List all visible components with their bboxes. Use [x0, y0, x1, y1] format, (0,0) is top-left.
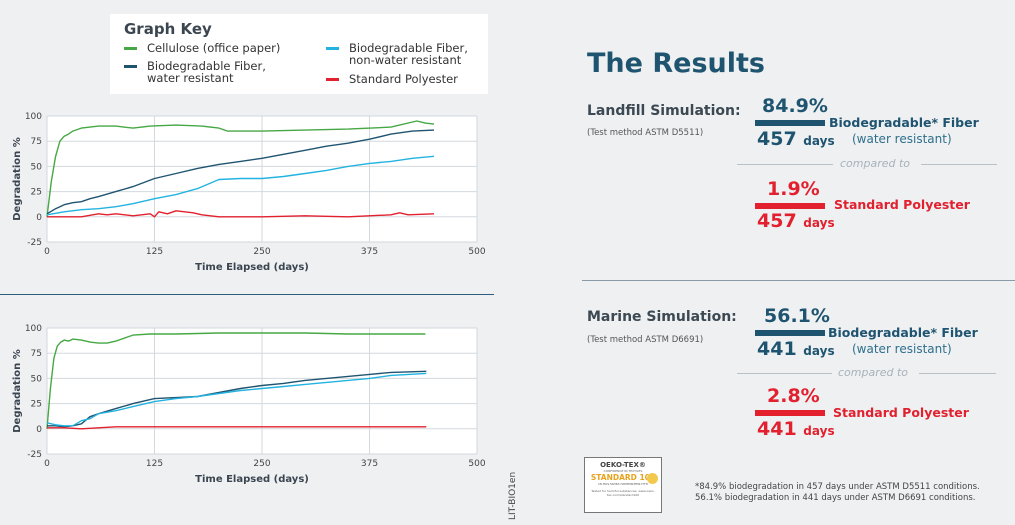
results-divider — [582, 280, 1015, 281]
marine-ytick-label: 50 — [31, 374, 43, 384]
landfill-fiber-sub: (water resistant) — [852, 132, 952, 146]
landfill-series-cellulose-line — [46, 120, 435, 217]
key-swatch-fiber-non-water-resistant — [326, 47, 339, 50]
key-item-fiber-non-water-resistant: Biodegradable Fiber, non-water resistant — [326, 42, 468, 66]
key-item-polyester: Standard Polyester — [326, 73, 458, 85]
marine-xtick-label: 250 — [253, 459, 270, 469]
results-title: The Results — [587, 48, 765, 79]
literature-code: LIT-BIO1en — [508, 471, 518, 520]
landfill-fiber-percent: 84.9% — [762, 95, 828, 117]
marine-fiber-percent: 56.1% — [764, 305, 830, 327]
marine-fiber-sub: (water resistant) — [852, 342, 952, 356]
key-label-fiber-non-water-resistant: Biodegradable Fiber, non-water resistant — [349, 41, 468, 67]
landfill-xtick-label: 500 — [468, 247, 485, 257]
marine-y-axis-title: Degradation % — [12, 349, 23, 433]
marine-xtick-label: 500 — [468, 459, 485, 469]
marine-ytick-label: -25 — [27, 450, 42, 460]
landfill-fiber-days: 457 days — [757, 128, 835, 150]
landfill-ytick-label: 75 — [31, 137, 42, 147]
oeko-seal-icon — [647, 473, 658, 484]
landfill-ytick-label: 25 — [31, 188, 42, 198]
oeko-standard: STANDARD 100 — [590, 473, 656, 482]
oeko-confidence: CONFIDENCE IN TEXTILES — [603, 469, 643, 473]
landfill-series-polyester-line — [47, 210, 435, 218]
marine-series-cellulose-line — [46, 332, 426, 429]
landfill-polyester-percent: 1.9% — [767, 178, 820, 200]
marine-polyester-bar — [755, 410, 825, 416]
marine-xtick-label: 375 — [361, 459, 378, 469]
landfill-label: Landfill Simulation: — [587, 103, 741, 119]
marine-xtick-label: 0 — [44, 459, 50, 469]
marine-series-fiber-non-water-resistant-line — [46, 372, 427, 427]
landfill-compared-to: compared to — [840, 157, 911, 170]
landfill-ytick-label: 50 — [31, 162, 43, 172]
key-label-fiber-water-resistant: Biodegradable Fiber, water resistant — [147, 59, 266, 85]
marine-polyester-percent: 2.8% — [767, 385, 820, 407]
marine-x-axis-title: Time Elapsed (days) — [195, 474, 309, 485]
landfill-compare-line-right — [921, 164, 997, 165]
graph-key: Graph Key Cellulose (office paper) Biode… — [110, 14, 488, 94]
landfill-polyester-name: Standard Polyester — [834, 197, 970, 212]
landfill-y-axis-title: Degradation % — [12, 137, 23, 221]
landfill-polyester-bar — [755, 203, 825, 209]
key-item-cellulose: Cellulose (office paper) — [124, 42, 280, 54]
marine-ytick-label: 25 — [31, 400, 42, 410]
marine-compare-line-right — [919, 373, 996, 374]
key-label-cellulose: Cellulose (office paper) — [147, 41, 281, 55]
marine-fiber-bar — [755, 330, 825, 336]
marine-label: Marine Simulation: — [587, 309, 737, 325]
landfill-xtick-label: 125 — [146, 247, 163, 257]
landfill-series-fiber-water-resistant-line — [46, 129, 435, 215]
key-swatch-cellulose — [124, 47, 137, 50]
graph-key-title: Graph Key — [124, 20, 212, 38]
landfill-method: (Test method ASTM D5511) — [587, 128, 704, 138]
key-label-polyester: Standard Polyester — [349, 72, 458, 86]
landfill-polyester-days: 457 days — [757, 210, 835, 232]
oeko-tested: Tested for harmful substances. www.oeko-… — [591, 489, 655, 497]
landfill-xtick-label: 375 — [361, 247, 378, 257]
oeko-tex-label: OEKO-TEX® CONFIDENCE IN TEXTILES STANDAR… — [584, 457, 662, 513]
landfill-ytick-label: -25 — [27, 238, 42, 248]
landfill-fiber-bar — [755, 120, 825, 126]
landfill-compare-line-left — [737, 164, 833, 165]
landfill-xtick-label: 250 — [253, 247, 270, 257]
key-swatch-polyester — [326, 78, 339, 81]
marine-ytick-label: 0 — [36, 425, 42, 435]
oeko-cert: 18.HUS.56363 HOHENSTEIN HTTI — [597, 482, 649, 486]
marine-ytick-label: 75 — [31, 349, 42, 359]
key-item-fiber-water-resistant: Biodegradable Fiber, water resistant — [124, 60, 266, 84]
marine-fiber-days: 441 days — [757, 338, 835, 360]
marine-method: (Test method ASTM D6691) — [587, 335, 704, 345]
key-swatch-fiber-water-resistant — [124, 65, 137, 68]
marine-polyester-name: Standard Polyester — [833, 405, 969, 420]
landfill-x-axis-title: Time Elapsed (days) — [195, 262, 309, 273]
landfill-fiber-name: Biodegradable* Fiber — [829, 115, 979, 130]
oeko-brand: OEKO-TEX® — [600, 461, 646, 469]
landfill-series-fiber-non-water-resistant-line — [46, 155, 435, 216]
landfill-ytick-label: 100 — [25, 112, 42, 122]
marine-polyester-days: 441 days — [757, 418, 835, 440]
marine-compared-to: compared to — [838, 366, 909, 379]
marine-compare-line-left — [737, 373, 832, 374]
footnote: *84.9% biodegradation in 457 days under … — [695, 482, 980, 503]
landfill-ytick-label: 0 — [36, 213, 42, 223]
marine-xtick-label: 125 — [146, 459, 163, 469]
marine-fiber-name: Biodegradable* Fiber — [828, 325, 978, 340]
landfill-xtick-label: 0 — [44, 247, 50, 257]
charts-divider — [0, 294, 494, 295]
marine-ytick-label: 100 — [25, 324, 42, 334]
marine-series-polyester-line — [47, 426, 427, 430]
